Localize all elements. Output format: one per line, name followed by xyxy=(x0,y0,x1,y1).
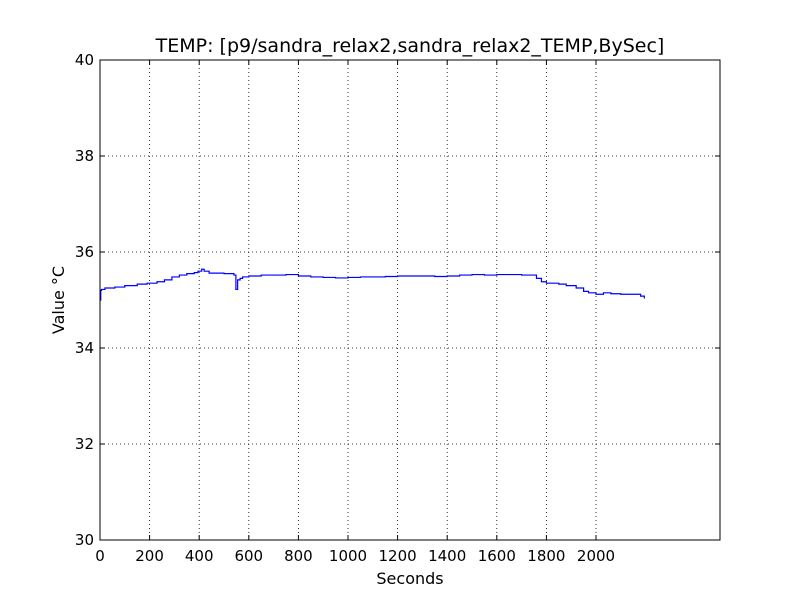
series-layer xyxy=(100,268,645,301)
x-tick-label: 1200 xyxy=(379,547,417,565)
x-tick-label: 1600 xyxy=(478,547,516,565)
y-tick-label: 36 xyxy=(75,243,94,261)
plot-frame xyxy=(99,59,721,541)
y-tick-label: 38 xyxy=(75,147,94,165)
x-axis-label: Seconds xyxy=(376,569,443,588)
x-tick-label: 600 xyxy=(234,547,263,565)
x-tick-label: 2000 xyxy=(577,547,615,565)
x-tick-label: 1800 xyxy=(527,547,565,565)
y-tick-label: 34 xyxy=(75,339,94,357)
x-tick-label: 400 xyxy=(185,547,214,565)
plot-area xyxy=(100,60,720,540)
x-tick-label: 1000 xyxy=(329,547,367,565)
series-line xyxy=(100,268,645,301)
y-tick-label: 32 xyxy=(75,435,94,453)
x-tick-label: 1400 xyxy=(428,547,466,565)
y-tick-label: 40 xyxy=(75,51,94,69)
y-axis-label: Value °C xyxy=(49,266,68,334)
chart-title: TEMP: [p9/sandra_relax2,sandra_relax2_TE… xyxy=(155,35,665,57)
x-tick-label: 0 xyxy=(95,547,105,565)
grid xyxy=(100,60,720,540)
x-tick-label: 200 xyxy=(135,547,164,565)
axis-ticks: 0 200 400 600 800 1000 1200 1400 1600 1800 2000 30 3… xyxy=(75,51,720,565)
x-tick-label: 800 xyxy=(284,547,313,565)
y-tick-label: 30 xyxy=(75,531,94,549)
